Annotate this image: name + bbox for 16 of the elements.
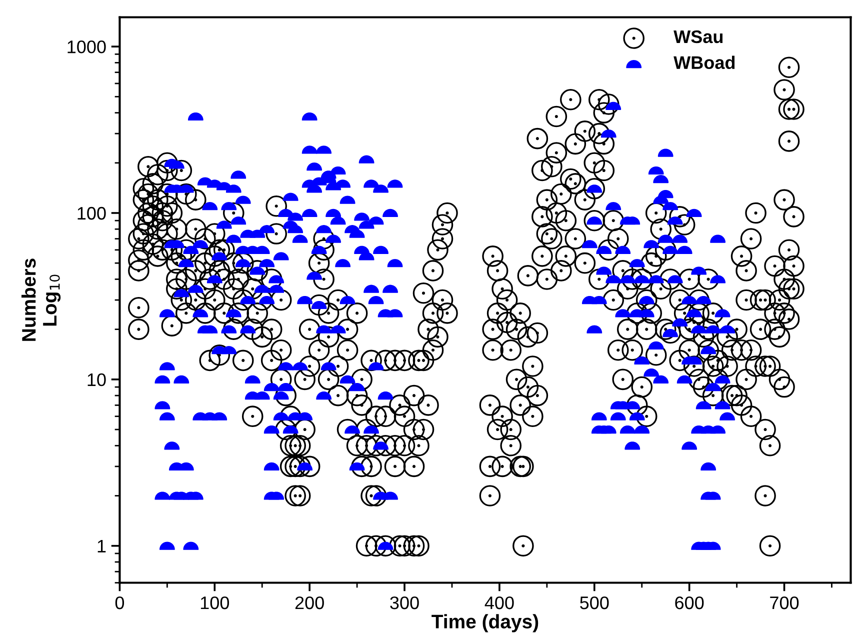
legend-label: WSau xyxy=(674,30,723,44)
x-tick-label: 500 xyxy=(580,596,609,610)
x-tick-label: 600 xyxy=(675,596,704,610)
x-tick-label: 300 xyxy=(390,596,419,610)
y-tick-label: 1 xyxy=(98,540,106,552)
y-tick-label: 1000 xyxy=(68,40,106,54)
x-tick-label: 0 xyxy=(115,596,124,610)
x-tick-label: 400 xyxy=(484,596,514,610)
y-tick-label: 100 xyxy=(78,206,106,220)
x-tick-label: 200 xyxy=(295,596,324,610)
y-axis-title: Numbers Log$_{10}$ xyxy=(21,258,61,341)
x-axis-title: Time (days) xyxy=(432,614,538,632)
y-tick-label: 10 xyxy=(88,373,106,386)
x-tick-label: 700 xyxy=(770,596,799,610)
legend-label: WBoad xyxy=(674,56,735,70)
x-tick-label: 100 xyxy=(200,596,229,610)
